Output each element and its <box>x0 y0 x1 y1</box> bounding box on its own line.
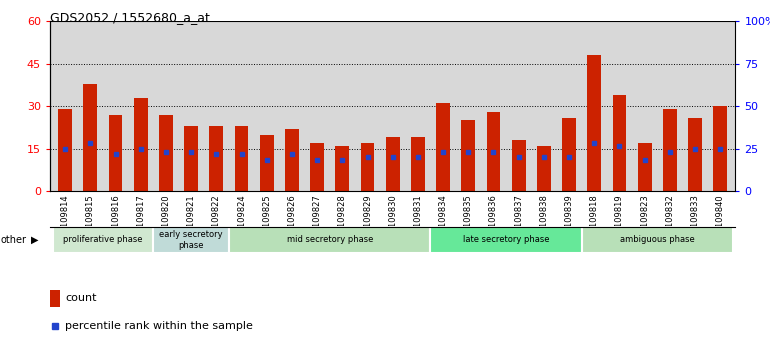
Bar <box>184 126 198 191</box>
Bar <box>713 106 727 191</box>
Bar <box>588 55 601 191</box>
Bar <box>83 84 97 191</box>
Text: early secretory
phase: early secretory phase <box>159 230 223 250</box>
Bar <box>411 137 425 191</box>
Text: other: other <box>1 235 27 245</box>
Bar <box>259 135 273 191</box>
Text: ▶: ▶ <box>31 235 38 245</box>
Bar <box>50 290 60 307</box>
Text: mid secretory phase: mid secretory phase <box>286 235 373 244</box>
Bar <box>487 112 500 191</box>
Bar <box>386 137 400 191</box>
Bar <box>285 129 299 191</box>
Text: count: count <box>65 293 97 303</box>
Bar <box>336 146 350 191</box>
Text: late secretory phase: late secretory phase <box>463 235 549 244</box>
Bar <box>663 109 677 191</box>
Bar <box>109 115 122 191</box>
Bar <box>209 126 223 191</box>
Bar <box>537 146 551 191</box>
Bar <box>229 227 430 253</box>
Bar <box>235 126 249 191</box>
Bar <box>581 227 733 253</box>
Bar <box>688 118 702 191</box>
Bar <box>562 118 576 191</box>
Text: GDS2052 / 1552680_a_at: GDS2052 / 1552680_a_at <box>50 11 210 24</box>
Bar <box>153 227 229 253</box>
Bar <box>638 143 651 191</box>
Bar <box>512 140 526 191</box>
Bar <box>461 120 475 191</box>
Bar <box>52 227 153 253</box>
Bar <box>612 95 626 191</box>
Bar <box>430 227 581 253</box>
Bar <box>310 143 324 191</box>
Bar <box>360 143 374 191</box>
Bar <box>436 103 450 191</box>
Text: ambiguous phase: ambiguous phase <box>620 235 695 244</box>
Text: proliferative phase: proliferative phase <box>63 235 142 244</box>
Bar <box>59 109 72 191</box>
Bar <box>134 98 148 191</box>
Text: percentile rank within the sample: percentile rank within the sample <box>65 321 253 331</box>
Bar <box>159 115 173 191</box>
